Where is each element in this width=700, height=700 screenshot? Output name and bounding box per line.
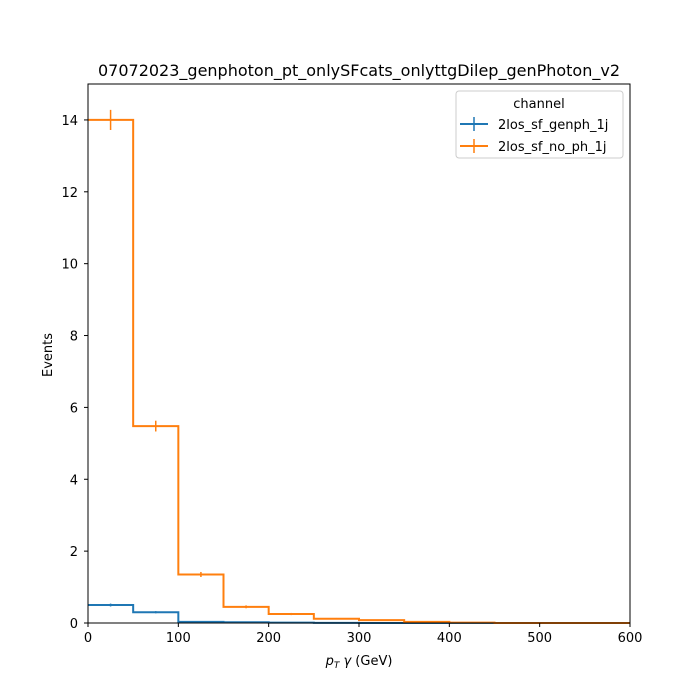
legend-frame bbox=[455, 90, 624, 159]
x-tick-label-600: 600 bbox=[618, 631, 643, 646]
x-tick-label-300: 300 bbox=[347, 631, 372, 646]
legend-label-2los_sf_no_ph_1j: 2los_sf_no_ph_1j bbox=[498, 140, 607, 155]
x-tick-label-400: 400 bbox=[437, 631, 462, 646]
y-axis-label: Events bbox=[41, 333, 56, 377]
y-tick-label-8: 8 bbox=[70, 330, 78, 345]
x-axis-label-gamma: γ bbox=[339, 654, 352, 669]
legend: channel 2los_sf_genph_1j 2los_sf_no_ph_1j bbox=[455, 90, 624, 159]
legend-entries: 2los_sf_genph_1j 2los_sf_no_ph_1j bbox=[460, 117, 608, 155]
x-axis-label-sub: T bbox=[334, 661, 341, 671]
y-tick-label-12: 12 bbox=[61, 186, 78, 201]
x-axis-label-p: p bbox=[325, 654, 334, 669]
y-tick-label-10: 10 bbox=[61, 258, 78, 273]
y-tick-label-6: 6 bbox=[70, 401, 78, 416]
y-tick-label-14: 14 bbox=[61, 114, 78, 129]
legend-label-2los_sf_genph_1j: 2los_sf_genph_1j bbox=[498, 118, 608, 133]
plot-area: 0 100 200 300 400 500 600 0 2 4 6 8 10 12 14 bbox=[61, 83, 643, 646]
x-axis-label-unit: (GeV) bbox=[351, 654, 392, 669]
legend-title: channel bbox=[513, 97, 564, 112]
y-tick-label-0: 0 bbox=[70, 617, 78, 632]
chart-title: 07072023_genphoton_pt_onlySFcats_onlyttg… bbox=[98, 61, 620, 81]
x-tick-label-200: 200 bbox=[256, 631, 281, 646]
x-tick-label-100: 100 bbox=[166, 631, 191, 646]
legend-entry-2los_sf_genph_1j: 2los_sf_genph_1j bbox=[460, 117, 608, 133]
y-tick-label-2: 2 bbox=[70, 545, 78, 560]
legend-entry-2los_sf_no_ph_1j: 2los_sf_no_ph_1j bbox=[460, 139, 607, 155]
y-tick-label-4: 4 bbox=[70, 473, 78, 488]
x-axis-label: pT γ (GeV) bbox=[325, 654, 393, 671]
x-tick-label-0: 0 bbox=[84, 631, 92, 646]
x-tick-label-500: 500 bbox=[527, 631, 552, 646]
